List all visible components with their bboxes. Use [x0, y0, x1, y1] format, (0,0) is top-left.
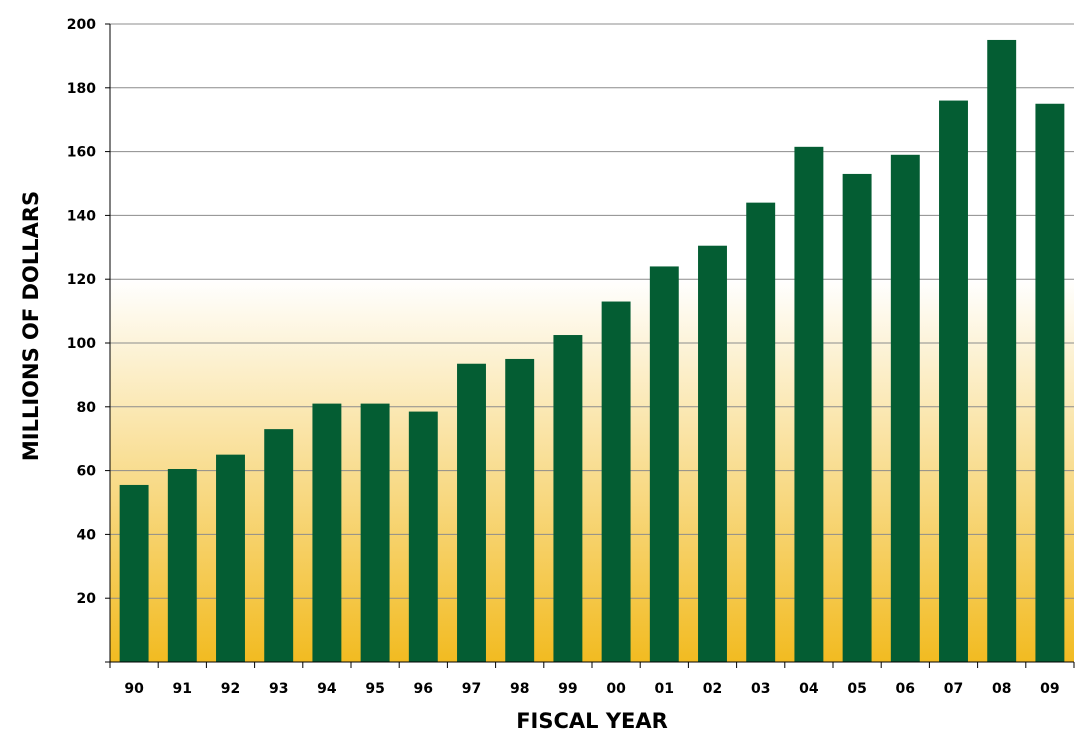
x-tick-label: 93 [269, 681, 288, 697]
y-axis-title: MILLIONS OF DOLLARS [19, 191, 43, 461]
y-tick-labels: 20 40 60 80 100 120 140 160 180 200 [67, 17, 96, 607]
bar [794, 146, 824, 662]
bar [360, 403, 390, 662]
bar [408, 411, 438, 662]
axes [105, 23, 1075, 668]
y-tick-label: 120 [67, 272, 96, 288]
bar [505, 358, 535, 662]
x-tick-label: 02 [703, 681, 722, 697]
x-tick-label: 05 [847, 681, 866, 697]
y-tick-label: 60 [77, 464, 97, 480]
x-tick-label: 90 [124, 681, 144, 697]
bar [216, 454, 245, 662]
x-tick-labels: 90 91 92 93 94 95 96 97 98 99 00 01 02 03 04 05 06 07 08 09 [124, 681, 1059, 697]
x-tick-label: 00 [606, 681, 626, 697]
bar [1035, 103, 1065, 662]
y-tick-label: 80 [77, 400, 97, 416]
y-tick-label: 100 [67, 336, 96, 352]
x-tick-label: 01 [655, 681, 674, 697]
y-tick-label: 140 [67, 208, 96, 224]
y-tick-label: 180 [67, 81, 96, 97]
bar [649, 266, 679, 662]
bar [939, 100, 968, 662]
x-tick-label: 99 [558, 681, 577, 697]
bar [890, 154, 920, 663]
bar [746, 202, 776, 662]
y-tick-label: 160 [67, 145, 96, 161]
y-tick-label: 200 [67, 17, 96, 33]
x-tick-label: 06 [896, 681, 915, 697]
x-tick-label: 95 [365, 681, 384, 697]
y-tick-label: 40 [77, 527, 97, 543]
bar [553, 335, 583, 662]
x-tick-label: 94 [317, 681, 337, 697]
bar [601, 301, 631, 662]
x-tick-label: 96 [414, 681, 433, 697]
bar [987, 39, 1017, 662]
x-tick-label: 97 [462, 681, 481, 697]
x-axis-title: FISCAL YEAR [516, 709, 668, 732]
bars [119, 39, 1065, 663]
x-tick-label: 92 [221, 681, 240, 697]
x-tick-label: 91 [173, 681, 192, 697]
y-tick-label: 20 [77, 591, 97, 607]
x-tick-label: 07 [944, 681, 963, 697]
x-tick-label: 03 [751, 681, 770, 697]
x-tick-label: 09 [1040, 681, 1059, 697]
bar [698, 245, 727, 662]
x-tick-label: 04 [799, 681, 819, 697]
x-tick-label: 08 [992, 681, 1011, 697]
bar [264, 429, 294, 662]
bar [842, 173, 872, 662]
x-tick-label: 98 [510, 681, 529, 697]
bar [312, 403, 342, 662]
bar [457, 363, 486, 662]
bar [119, 484, 149, 662]
bar [167, 469, 197, 662]
